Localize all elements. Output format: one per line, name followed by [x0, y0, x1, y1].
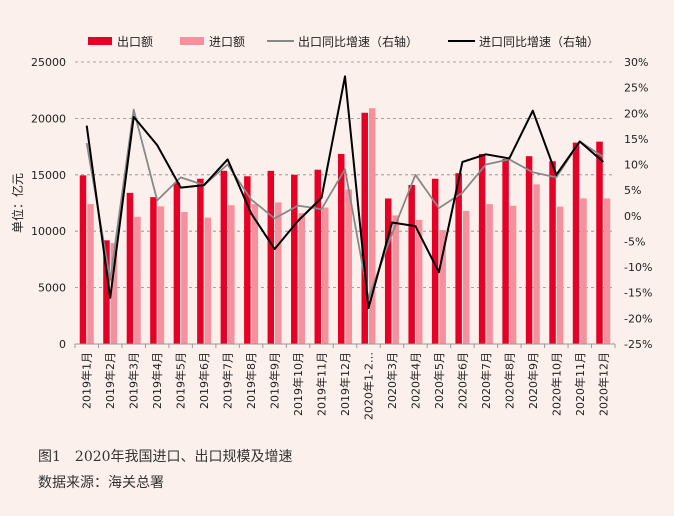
export-bar — [361, 112, 368, 344]
import-bar — [439, 230, 446, 344]
import-growth-line — [85, 75, 604, 310]
category-label: 2019年10月 — [291, 352, 305, 416]
legend-swatch — [88, 37, 112, 45]
category-label: 2020年7月 — [479, 352, 493, 409]
import-bar — [204, 217, 212, 344]
import-bar — [228, 205, 235, 344]
import-bar — [556, 206, 564, 344]
left-tick-label: 25000 — [31, 56, 66, 69]
import-bar — [415, 219, 423, 344]
category-label: 2020年6月 — [455, 352, 469, 409]
category-label: 2020年8月 — [502, 352, 516, 409]
import-bar — [157, 206, 165, 344]
export-bar — [431, 178, 439, 344]
category-label: 2019年11月 — [315, 352, 329, 416]
export-bar — [502, 159, 509, 344]
category-label: 2019年12月 — [338, 352, 352, 416]
right-tick-label: -15% — [624, 287, 652, 300]
import-bar — [298, 213, 306, 344]
right-tick-label: -20% — [624, 312, 652, 325]
legend-label: 出口额 — [117, 35, 153, 49]
export-bar — [338, 153, 345, 344]
right-tick-label: 10% — [624, 159, 648, 172]
export-growth-line — [85, 108, 604, 300]
import-bar — [368, 108, 376, 344]
export-bar — [455, 173, 462, 344]
import-bar — [603, 198, 611, 344]
left-tick-label: 15000 — [31, 169, 66, 182]
category-label: 2020年11月 — [573, 352, 587, 416]
import-bar — [509, 205, 517, 344]
legend-label: 进口同比增速（右轴） — [479, 34, 599, 49]
import-bar — [392, 215, 399, 344]
trade-chart: 0 5000 10000 15000 20000 25000 -25% -20% -15% -10… — [10, 34, 652, 420]
right-tick-label: 30% — [624, 56, 648, 69]
export-bar — [220, 170, 228, 344]
import-bar — [580, 198, 587, 344]
right-tick-label: -5% — [624, 235, 645, 248]
import-bar — [87, 204, 94, 344]
export-bar — [384, 198, 392, 344]
left-tick-label: 5000 — [38, 282, 66, 295]
left-tick-label: 10000 — [31, 225, 66, 238]
import-bar — [275, 202, 282, 344]
category-label: 2019年7月 — [221, 352, 235, 409]
category-label: 2020年1-2… — [361, 352, 375, 420]
export-bar — [244, 176, 251, 344]
figure-caption: 图1 2020年我国进口、出口规模及增速 — [38, 449, 293, 465]
source-note: 数据来源：海关总署 — [38, 475, 164, 491]
category-label: 2020年4月 — [408, 352, 422, 409]
export-bar — [525, 156, 533, 344]
category-label: 2019年9月 — [268, 352, 282, 409]
export-bar — [173, 182, 181, 344]
right-tick-label: 25% — [624, 82, 648, 95]
right-tick-label: 5% — [624, 184, 641, 197]
export-bar — [291, 174, 298, 344]
import-bar — [462, 210, 470, 344]
export-bar — [267, 170, 275, 344]
import-bar — [134, 216, 141, 344]
export-bar — [197, 178, 204, 344]
legend-label: 进口额 — [209, 35, 245, 49]
right-tick-label: 15% — [624, 133, 648, 146]
right-tick-label: 0% — [624, 210, 641, 223]
import-bar — [251, 204, 259, 344]
category-label: 2020年10月 — [549, 352, 563, 416]
category-label: 2020年9月 — [526, 352, 540, 409]
legend-swatch — [180, 37, 204, 45]
export-bar — [150, 197, 157, 344]
category-label: 2019年2月 — [103, 352, 117, 409]
import-bar — [345, 189, 352, 344]
category-label: 2019年4月 — [150, 352, 164, 409]
category-label: 2019年6月 — [197, 352, 211, 409]
export-bar — [572, 142, 580, 344]
right-tick-label: -25% — [624, 338, 652, 351]
left-axis-title: 单位：亿元 — [10, 173, 25, 233]
import-bar — [533, 184, 540, 344]
export-bar — [549, 161, 556, 344]
export-bar — [408, 184, 415, 344]
category-label: 2019年3月 — [127, 352, 141, 409]
export-bar — [103, 240, 110, 344]
category-label: 2019年8月 — [244, 352, 258, 409]
category-label: 2019年5月 — [174, 352, 188, 409]
category-label: 2020年3月 — [385, 352, 399, 409]
export-bar — [478, 153, 486, 344]
export-bar — [314, 169, 322, 344]
export-bar — [596, 141, 603, 344]
import-bar — [322, 207, 329, 344]
category-label: 2020年12月 — [596, 352, 610, 416]
export-bar — [126, 192, 134, 344]
export-bar — [79, 175, 87, 344]
left-tick-label: 0 — [59, 338, 66, 351]
left-tick-label: 20000 — [31, 112, 66, 125]
category-label: 2020年5月 — [432, 352, 446, 409]
import-bar — [486, 204, 493, 344]
category-label: 2019年1月 — [80, 352, 94, 409]
import-bar — [110, 243, 118, 344]
right-tick-label: 20% — [624, 107, 648, 120]
right-tick-label: -10% — [624, 261, 652, 274]
legend-label: 出口同比增速（右轴） — [298, 34, 418, 49]
import-bar — [181, 212, 188, 344]
